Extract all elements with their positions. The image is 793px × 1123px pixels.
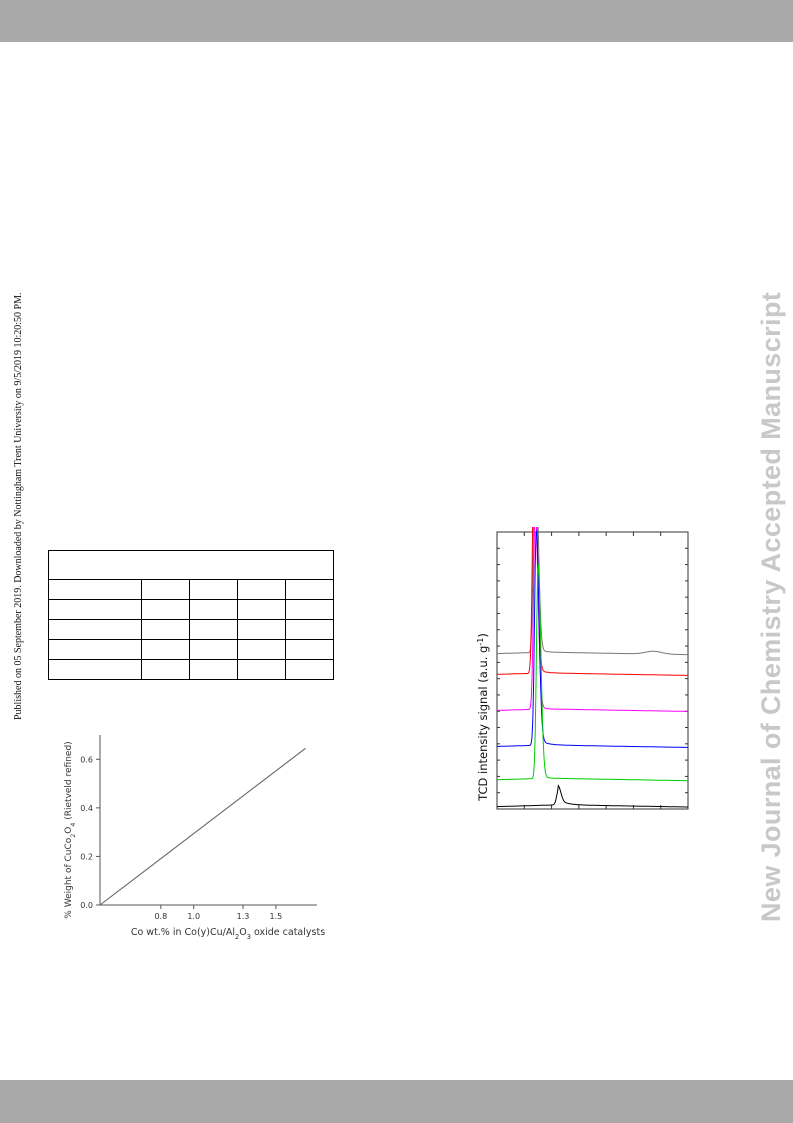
cuco2o4-weight-chart: 0.0 0.2 0.4 0.6 0.8 1.0 1.3 1.5 % Weight of CuC… xyxy=(64,735,325,941)
bottom-footer-band xyxy=(0,1080,793,1123)
y-axis-label: % Weight of CuCo2O4 (Rietveld refined) xyxy=(64,741,77,918)
x-tick-label: 1.0 xyxy=(187,912,200,921)
chart-ticks: 0.0 0.2 0.4 0.6 0.8 1.0 1.3 1.5 xyxy=(80,755,282,921)
chart-axes xyxy=(99,735,317,906)
y-tick-label: 0.2 xyxy=(80,852,93,861)
y-tick-label: 0.6 xyxy=(80,755,93,764)
data-table xyxy=(47,550,335,680)
tcd-profile-line xyxy=(497,564,688,782)
table-row xyxy=(48,639,335,660)
x-tick-label: 1.3 xyxy=(237,912,250,921)
tcd-profile-line xyxy=(497,527,688,712)
table-cell xyxy=(284,599,335,620)
chart-series xyxy=(496,527,689,808)
table-cell xyxy=(48,579,142,600)
table-cell xyxy=(48,639,142,660)
table-row xyxy=(48,659,335,680)
x-tick-label: 0.8 xyxy=(154,912,167,921)
tcd-signal-chart: TCD intensity signal (a.u. g-1) xyxy=(476,527,689,810)
table-cell xyxy=(48,619,142,640)
table-row xyxy=(48,619,335,640)
table-cell xyxy=(189,599,238,620)
chart-ticks xyxy=(497,532,688,809)
table-cell xyxy=(141,639,190,660)
y-axis-label: TCD intensity signal (a.u. g-1) xyxy=(476,633,491,802)
table-cell xyxy=(141,659,190,680)
table-cell xyxy=(284,619,335,640)
table-cell xyxy=(48,659,142,680)
table-cell xyxy=(237,599,286,620)
tcd-profile-line xyxy=(497,530,689,748)
tcd-profile-line xyxy=(496,527,688,676)
table-cell xyxy=(189,659,238,680)
table-cell xyxy=(284,579,335,600)
table-cell xyxy=(141,599,190,620)
tcd-profile-line xyxy=(497,784,688,808)
table-cell xyxy=(48,599,142,620)
plot-frame xyxy=(496,531,689,810)
table-cell xyxy=(141,579,190,600)
table-cell xyxy=(237,659,286,680)
chart-series xyxy=(99,747,306,906)
table-cell xyxy=(189,619,238,640)
table-cell xyxy=(141,619,190,640)
series-line xyxy=(99,747,306,906)
table-cell xyxy=(237,619,286,640)
table-row xyxy=(48,579,335,600)
table-cell xyxy=(189,639,238,660)
table-header-row xyxy=(47,550,335,580)
table-caption-cell xyxy=(47,550,335,580)
table-row xyxy=(48,599,335,620)
table-cell xyxy=(237,579,286,600)
y-tick-label: 0.0 xyxy=(80,901,93,910)
y-tick-label: 0.4 xyxy=(80,804,93,813)
table-cell xyxy=(284,639,335,660)
accepted-manuscript-banner: New Journal of Chemistry Accepted Manusc… xyxy=(756,291,786,922)
table-cell xyxy=(284,659,335,680)
top-header-band xyxy=(0,0,793,42)
table-cell xyxy=(237,639,286,660)
table-cell xyxy=(189,579,238,600)
x-tick-label: 1.5 xyxy=(270,912,283,921)
x-axis-label: Co wt.% in Co(y)Cu/Al2O3 oxide catalysts xyxy=(131,927,325,941)
publication-note: Published on 05 September 2019. Download… xyxy=(13,292,24,721)
tcd-profile-line xyxy=(497,527,689,656)
